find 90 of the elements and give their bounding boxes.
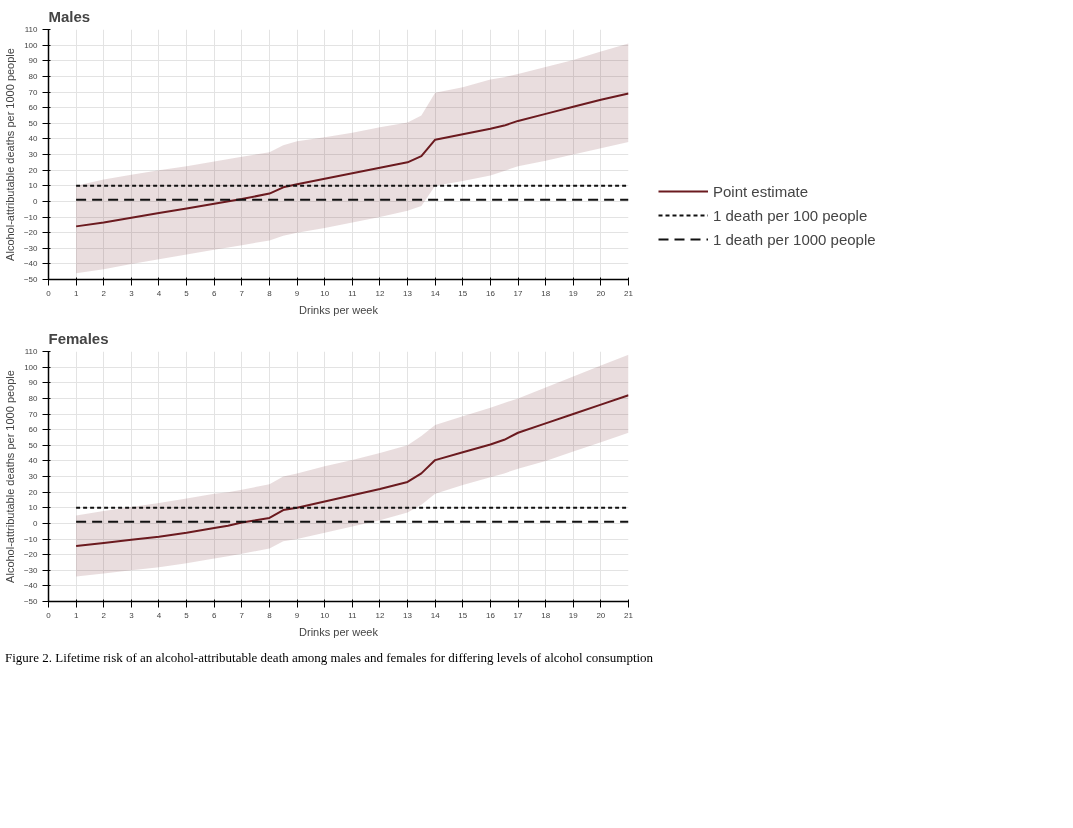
legend-label: Point estimate (713, 182, 809, 200)
x-tick-label: 7 (239, 610, 245, 620)
chart-title: Females (48, 329, 109, 347)
y-tick-label: −50 (23, 597, 39, 606)
y-tick-label: 30 (28, 472, 39, 481)
y-tick-label: 40 (28, 456, 39, 466)
x-tick-label: 8 (267, 610, 273, 620)
x-tick-label: 7 (239, 288, 245, 298)
chart-title: Males (48, 7, 91, 25)
y-tick-label: 100 (24, 362, 39, 372)
x-tick-label: 4 (156, 288, 162, 298)
y-tick-label: 110 (24, 347, 39, 356)
y-tick-label: 60 (28, 425, 39, 435)
x-tick-label: 6 (211, 610, 217, 620)
x-tick-label: 18 (541, 610, 551, 620)
y-tick-label: −30 (23, 243, 39, 253)
x-tick-label: 2 (101, 288, 107, 298)
x-tick-label: 13 (403, 288, 413, 298)
y-tick-label: 20 (28, 487, 39, 497)
y-tick-label: 20 (28, 165, 39, 175)
y-tick-label: 50 (28, 118, 39, 128)
x-tick-label: 1 (73, 610, 79, 620)
line-series (75, 92, 629, 228)
y-tick-label: −20 (23, 550, 39, 560)
y-tick-label: −40 (23, 259, 39, 269)
x-tick-label: 16 (485, 610, 496, 620)
x-tick-label: 10 (320, 288, 330, 298)
x-tick-label: 16 (485, 288, 496, 298)
x-tick-label: 2 (101, 610, 107, 620)
y-tick-label: 80 (28, 71, 39, 81)
x-tick-label: 20 (596, 610, 606, 620)
y-tick-label: 80 (28, 393, 39, 403)
x-tick-label: 12 (375, 610, 385, 620)
y-tick-label: 50 (28, 440, 39, 450)
x-tick-label: 18 (541, 288, 551, 298)
x-tick-label: 17 (513, 610, 524, 620)
y-tick-label: −30 (23, 565, 39, 575)
x-tick-label: 10 (320, 610, 330, 620)
y-tick-label: −10 (23, 534, 39, 544)
y-tick-label: −10 (23, 212, 39, 222)
y-tick-label: 0 (33, 518, 39, 528)
y-tick-label: 10 (28, 181, 39, 191)
y-tick-label: 70 (28, 87, 39, 97)
x-tick-label: 9 (294, 610, 300, 620)
x-tick-label: 0 (46, 288, 52, 298)
y-tick-label: 0 (33, 196, 39, 206)
y-tick-label: −20 (23, 228, 39, 238)
x-tick-label: 0 (46, 610, 52, 620)
x-tick-label: 5 (184, 610, 190, 620)
legend-label: 1 death per 1000 people (713, 230, 876, 248)
y-tick-label: −40 (23, 581, 39, 591)
line-series (75, 394, 629, 548)
x-tick-label: 19 (568, 610, 579, 620)
y-tick-label: 90 (28, 378, 39, 388)
x-tick-label: 9 (294, 288, 300, 298)
x-tick-label: 19 (568, 288, 579, 298)
x-tick-label: 12 (375, 288, 385, 298)
y-axis-title: Alcohol-attributable deaths per 1000 people (3, 48, 16, 261)
x-tick-label: 11 (348, 288, 358, 298)
x-tick-label: 6 (211, 288, 217, 298)
x-tick-label: 11 (348, 610, 358, 620)
y-axis-title: Alcohol-attributable deaths per 1000 people (3, 370, 16, 583)
y-tick-label: 10 (28, 503, 39, 513)
y-tick-label: 100 (24, 40, 39, 50)
caption: Figure 2. Lifetime risk of an alcohol-attributable death among males and females for differing levels of alcohol consumption (5, 649, 654, 667)
y-tick-label: 40 (28, 134, 39, 144)
x-tick-label: 8 (267, 288, 273, 298)
x-tick-label: 21 (624, 610, 634, 620)
y-tick-label: 70 (28, 409, 39, 419)
x-tick-label: 15 (458, 288, 468, 298)
x-tick-label: 13 (403, 610, 413, 620)
y-tick-label: 90 (28, 56, 39, 66)
x-tick-label: 3 (129, 610, 135, 620)
y-tick-label: 60 (28, 103, 39, 113)
x-tick-label: 5 (184, 288, 190, 298)
y-tick-label: −50 (23, 275, 39, 284)
x-tick-label: 20 (596, 288, 606, 298)
x-axis-title: Drinks per week (299, 625, 379, 638)
x-tick-label: 1 (73, 288, 79, 298)
x-tick-label: 17 (513, 288, 524, 298)
x-tick-label: 3 (129, 288, 135, 298)
x-tick-label: 14 (430, 288, 441, 298)
y-tick-label: 110 (24, 25, 39, 34)
x-tick-label: 14 (430, 610, 441, 620)
x-tick-label: 4 (156, 610, 162, 620)
x-tick-label: 15 (458, 610, 468, 620)
legend-label: 1 death per 100 people (713, 206, 868, 224)
x-axis-title: Drinks per week (299, 303, 379, 316)
x-tick-label: 21 (624, 288, 634, 298)
y-tick-label: 30 (28, 150, 39, 159)
